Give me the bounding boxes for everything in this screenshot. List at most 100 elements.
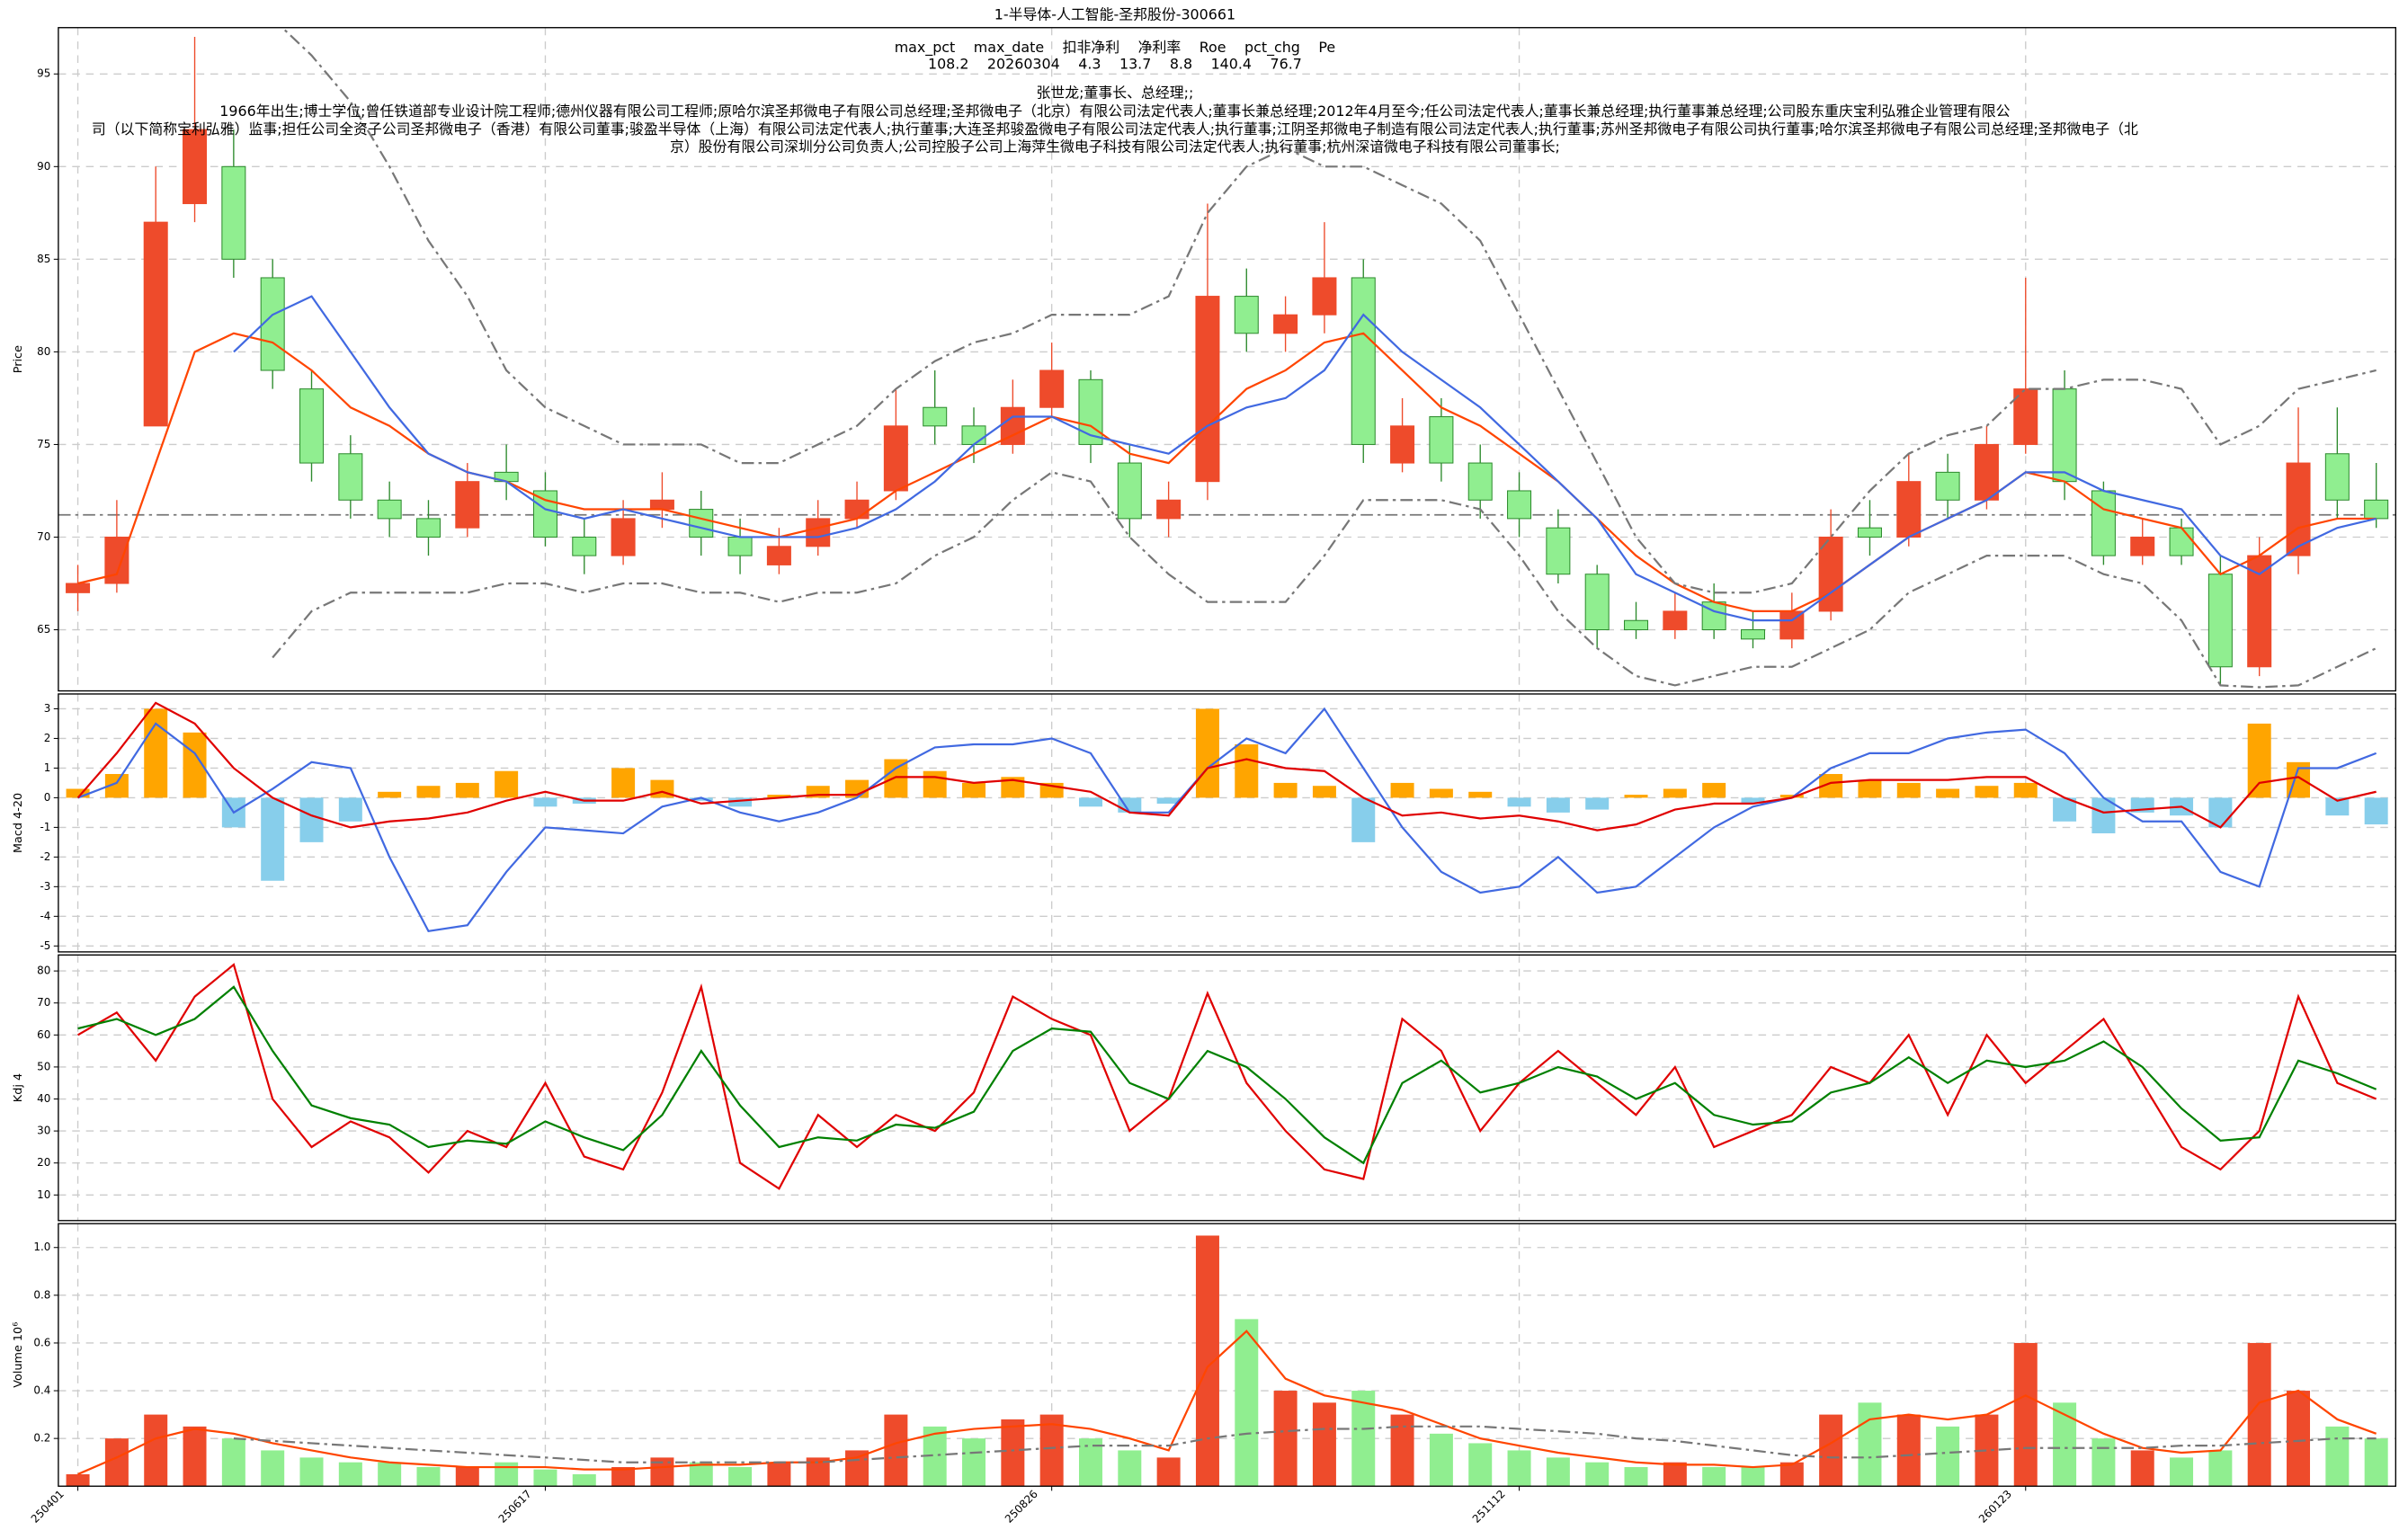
bar [416, 1467, 441, 1487]
bar [66, 1473, 90, 1487]
candle-body [844, 499, 870, 520]
bar [962, 782, 986, 798]
candle-body [415, 518, 441, 538]
panel [58, 955, 2396, 1221]
bar [1858, 1402, 1882, 1487]
stat: max_date [974, 38, 1044, 56]
bar [221, 1438, 245, 1487]
bar [261, 1450, 285, 1487]
bar [689, 797, 713, 801]
stat: 13.7 [1119, 55, 1151, 72]
candle-body [1429, 416, 1454, 464]
bar [1663, 1462, 1687, 1487]
line-series [233, 295, 2377, 622]
candle-body [1078, 378, 1103, 445]
bar [1390, 782, 1414, 798]
y-axis-label: Volume 10⁶ [12, 1322, 25, 1388]
bar [1195, 1235, 1219, 1487]
bar [1936, 788, 1960, 798]
bar [1702, 1467, 1726, 1487]
y-tick-label: -5 [40, 939, 50, 952]
candle-body [1546, 527, 1571, 575]
candle-body [1857, 527, 1882, 538]
y-tick-label: 10 [37, 1188, 50, 1201]
candle-body [611, 518, 636, 556]
bar [144, 708, 168, 798]
candle-body [1039, 369, 1065, 408]
y-tick-label: 0.4 [33, 1384, 50, 1397]
candle-body [1507, 490, 1532, 520]
bar [884, 1414, 908, 1487]
bar [2325, 797, 2350, 816]
bar [1001, 777, 1025, 798]
bar [533, 1469, 557, 1487]
y-tick-label: -3 [40, 880, 50, 893]
bar [1858, 779, 1882, 798]
panel [58, 1223, 2396, 1487]
bar [261, 797, 285, 881]
bar [1624, 795, 1648, 798]
candle-body [2130, 536, 2155, 556]
bar [2364, 797, 2388, 825]
line-series [77, 963, 2377, 1190]
bar [2053, 1402, 2077, 1487]
candle-body [183, 129, 208, 205]
bar [455, 782, 479, 798]
candle-body [2207, 574, 2233, 668]
candle-body [143, 221, 168, 427]
stat: Pe [1318, 38, 1335, 55]
candle-body [883, 425, 908, 492]
candle-body [2091, 490, 2116, 556]
candle-body [1351, 277, 1376, 445]
bar [1429, 1433, 1453, 1487]
candle-body [961, 425, 986, 445]
bar [66, 788, 90, 798]
candle-body [689, 509, 714, 538]
bar [2247, 1342, 2271, 1487]
bar [1118, 1450, 1142, 1487]
stat: 140.4 [1211, 55, 1252, 72]
candle-body [1935, 471, 1960, 501]
y-tick-label: 70 [37, 530, 50, 543]
candle-body [1740, 629, 1765, 640]
bar [1351, 1391, 1376, 1487]
bar [728, 797, 753, 807]
y-tick-label: 3 [44, 702, 51, 715]
y-tick-label: 1 [44, 761, 51, 774]
candle-body [1195, 296, 1220, 483]
candle-body [1584, 574, 1610, 631]
bar [1741, 797, 1765, 804]
candle-body [1273, 314, 1298, 334]
bar [299, 797, 324, 842]
bar [299, 1457, 324, 1487]
bar [2247, 723, 2271, 798]
panel-frame [58, 954, 2397, 1222]
panel-frame [58, 1223, 2397, 1487]
y-axis-label: Price [12, 345, 25, 373]
bio-line: 司（以下简称宝利弘雅）监事;担任公司全资子公司圣邦微电子（香港）有限公司董事;骏… [92, 120, 2138, 138]
bar [1156, 797, 1181, 804]
y-tick-label: 80 [37, 965, 50, 977]
bar [884, 759, 908, 798]
bar [611, 1467, 636, 1487]
y-tick-label: 2 [44, 732, 51, 744]
bar [1546, 797, 1570, 813]
candle-body [727, 536, 753, 556]
bar [1156, 1457, 1181, 1487]
y-tick-label: 1.0 [33, 1241, 50, 1253]
bar [378, 1462, 402, 1487]
candle-body [338, 453, 363, 501]
candle-body [260, 277, 285, 371]
bar [1273, 782, 1298, 798]
y-tick-label: -1 [40, 821, 50, 833]
line-series [77, 707, 2377, 933]
bar [2013, 782, 2038, 798]
chart-title: 1-半导体-人工智能-圣邦股份-300661 [994, 6, 1235, 23]
header: 1-半导体-人工智能-圣邦股份-300661 max_pct max_date 扣非… [92, 6, 2138, 156]
bar [1468, 1443, 1493, 1487]
bar [1312, 1402, 1336, 1487]
bar [1624, 1467, 1648, 1487]
bar [1235, 1319, 1259, 1487]
